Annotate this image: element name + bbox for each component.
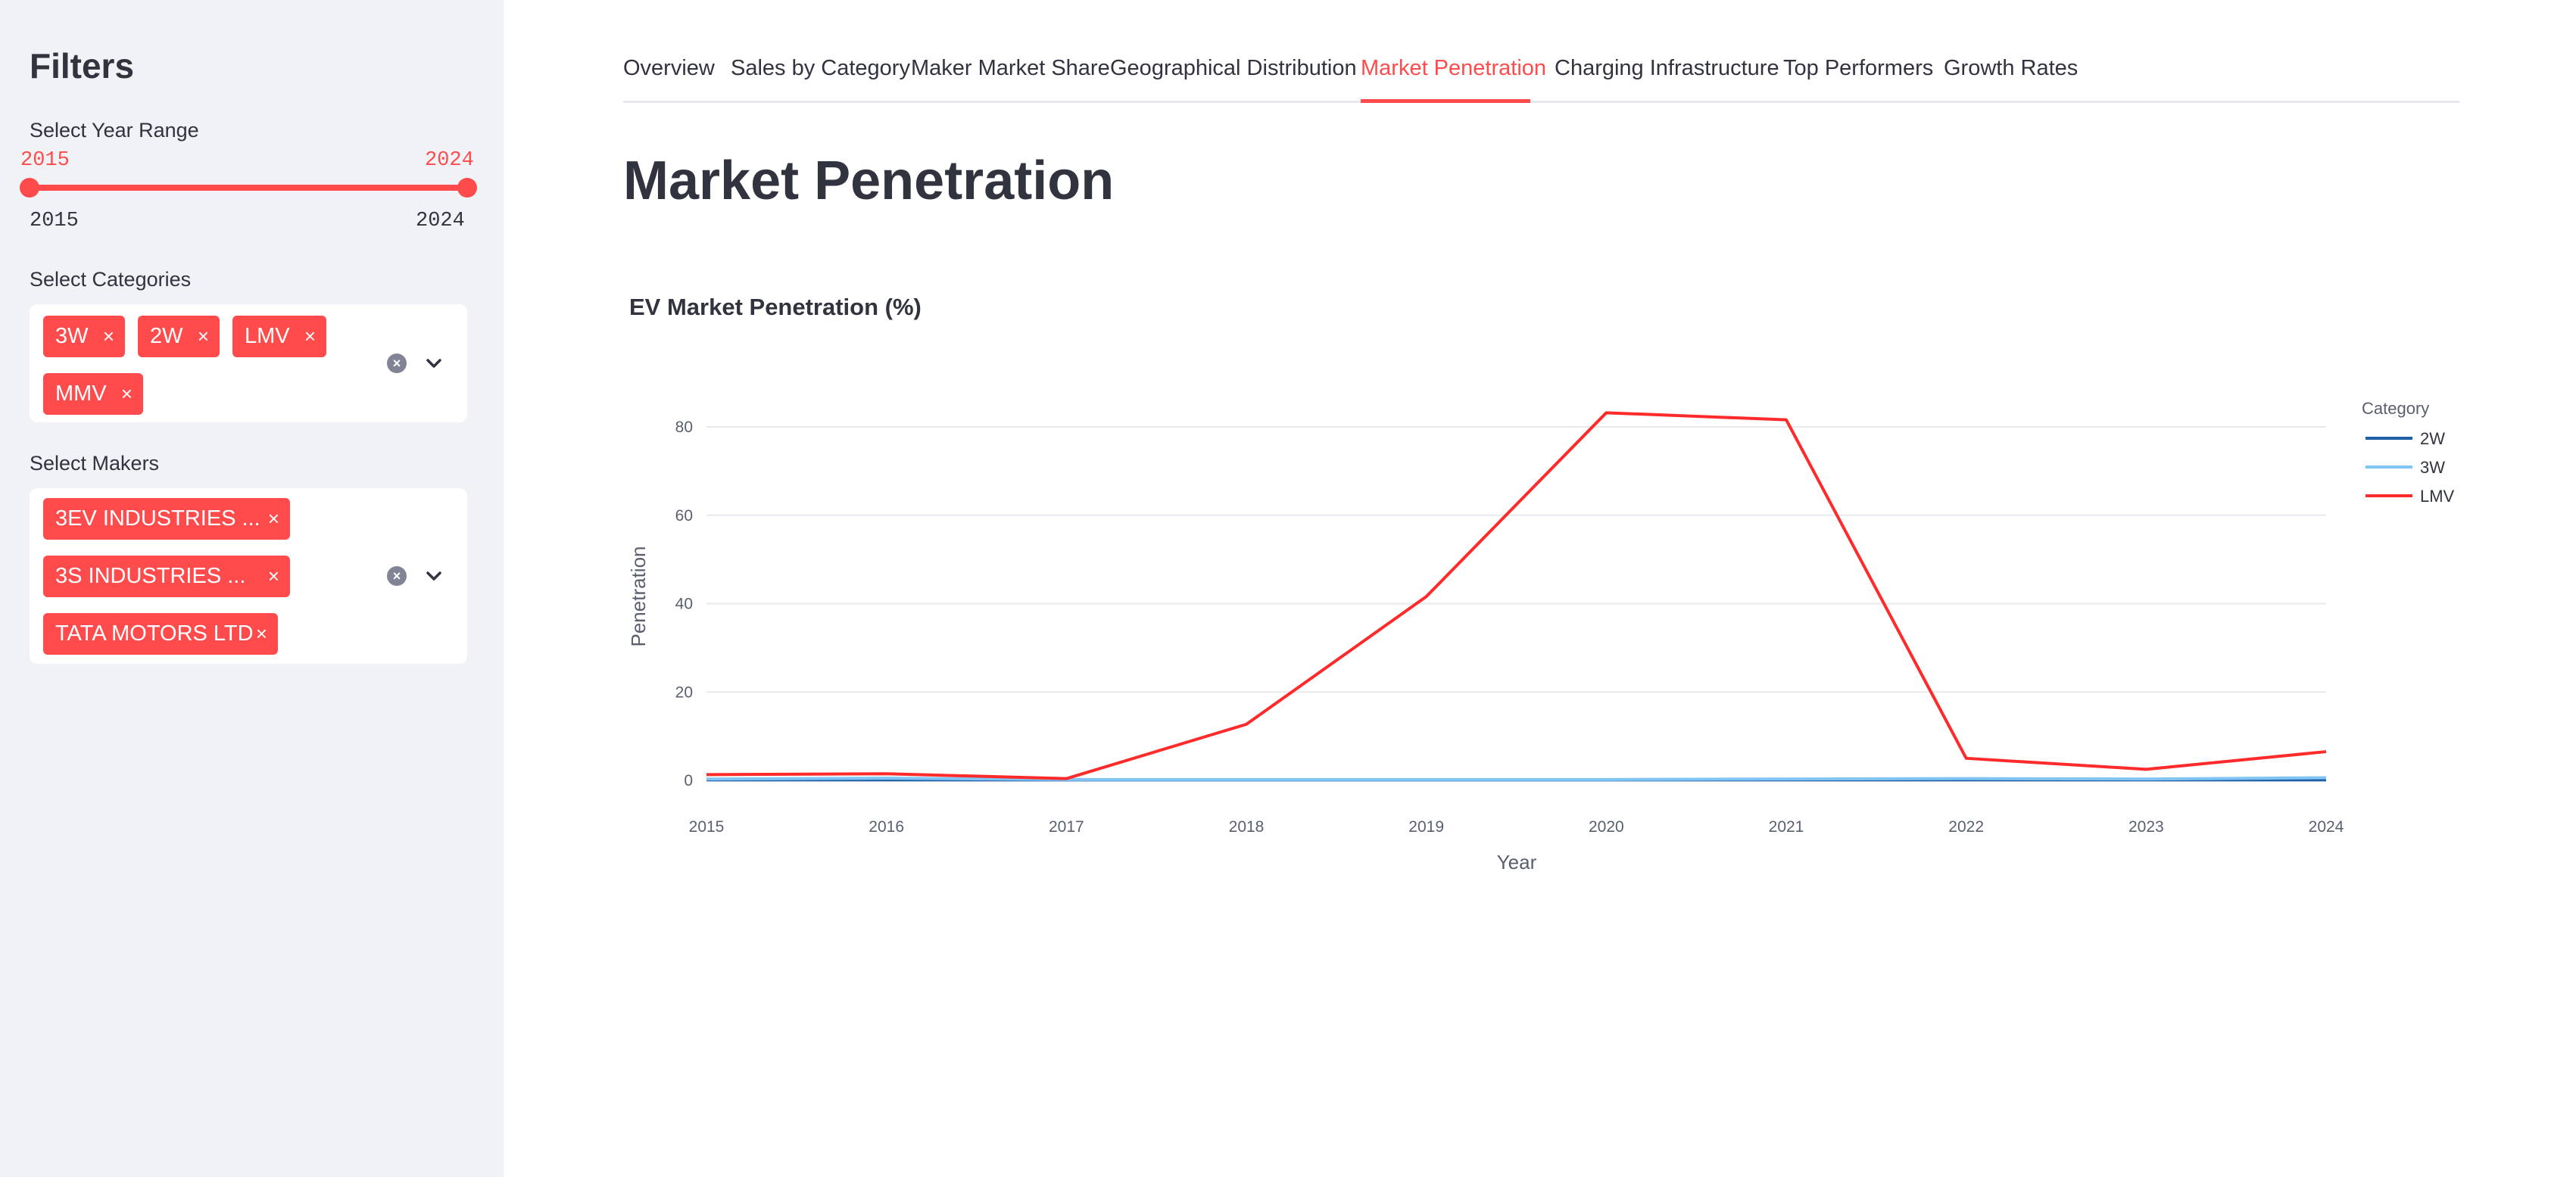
x-tick-label: 2019 [1408,818,1444,836]
year-range-start-value: 2015 [20,149,70,172]
category-tag[interactable]: LMV × [232,316,326,357]
chart-title: EV Market Penetration (%) [629,294,922,320]
category-tag-label: LMV [245,324,290,348]
makers-multiselect[interactable]: 3EV INDUSTRIES ... × 3S INDUSTRIES ... ×… [30,488,467,664]
x-tick-label: 2023 [2128,818,2164,836]
year-range-min-label: 2015 [30,210,79,232]
active-tab-indicator [1361,99,1530,103]
legend-label-3w: 3W [2420,458,2445,477]
categories-multiselect[interactable]: 3W × 2W × LMV × MMV × × [30,304,467,422]
chevron-down-icon[interactable] [423,352,445,375]
year-range-end-handle[interactable] [457,178,477,198]
remove-tag-icon[interactable]: × [197,325,209,347]
x-tick-label: 2020 [1589,818,1624,836]
maker-tag-label: 3EV INDUSTRIES ... [55,506,260,531]
tabs-divider [623,101,2459,103]
year-range-label: Select Year Range [30,119,199,142]
categories-label: Select Categories [30,268,192,291]
y-tick-label: 20 [675,683,693,701]
x-tick-label: 2015 [689,818,725,836]
x-tick-label: 2018 [1229,818,1265,836]
remove-tag-icon[interactable]: × [255,622,267,645]
y-tick-label: 60 [675,507,693,525]
maker-tag[interactable]: 3EV INDUSTRIES ... × [43,498,290,540]
x-axis-title: Year [1497,851,1537,873]
y-tick-label: 80 [675,419,693,436]
remove-tag-icon[interactable]: × [267,507,279,530]
tab-market-penetration[interactable]: Market Penetration [1361,56,1547,80]
remove-tag-icon[interactable]: × [102,325,114,347]
year-range-end-value: 2024 [425,149,474,172]
series-line-lmv [706,411,2327,780]
legend-title: Category [2362,399,2429,418]
year-range-start-handle[interactable] [20,178,39,198]
y-axis-title: Penetration [627,546,650,647]
tab-overview[interactable]: Overview [623,56,715,80]
series-line-3w [706,776,2327,781]
year-range-max-label: 2024 [416,210,465,232]
makers-label: Select Makers [30,452,160,475]
category-tag[interactable]: 2W × [138,316,220,357]
category-tag[interactable]: 3W × [43,316,125,357]
sidebar: Filters Select Year Range 2015 2024 2015… [0,0,504,1177]
category-tag[interactable]: MMV × [43,373,143,415]
x-tick-label: 2024 [2309,818,2344,836]
tab-top-performers[interactable]: Top Performers [1783,56,1934,80]
x-tick-label: 2021 [1769,818,1804,836]
maker-tag-label: TATA MOTORS LTD [55,621,254,646]
page-title: Market Penetration [623,151,1115,211]
category-tag-label: 2W [150,324,183,348]
x-tick-label: 2016 [869,818,904,836]
category-tag-label: 3W [55,324,89,348]
tab-geographical-distribution[interactable]: Geographical Distribution [1110,56,1357,80]
tab-sales-by-category[interactable]: Sales by Category [731,56,910,80]
maker-tag[interactable]: TATA MOTORS LTD × [43,613,278,655]
y-tick-label: 40 [675,596,693,613]
legend-label-2w: 2W [2420,429,2445,448]
chevron-down-icon[interactable] [423,565,445,587]
maker-tag-label: 3S INDUSTRIES ... [55,564,246,588]
clear-all-icon[interactable]: × [387,566,407,586]
tab-maker-market-share[interactable]: Maker Market Share [911,56,1110,80]
remove-tag-icon[interactable]: × [120,382,133,405]
remove-tag-icon[interactable]: × [267,565,279,587]
tab-charging-infrastructure[interactable]: Charging Infrastructure [1555,56,1779,80]
sidebar-title: Filters [30,46,135,86]
year-range-slider-track[interactable] [30,185,467,191]
clear-all-icon[interactable]: × [387,353,407,373]
tab-growth-rates[interactable]: Growth Rates [1944,56,2079,80]
category-tag-label: MMV [55,381,107,406]
maker-tag[interactable]: 3S INDUSTRIES ... × [43,556,290,597]
x-tick-label: 2022 [1948,818,1984,836]
y-tick-label: 0 [684,772,693,789]
legend-label-lmv: LMV [2420,487,2455,506]
x-tick-label: 2017 [1049,818,1084,836]
remove-tag-icon[interactable]: × [304,325,316,347]
